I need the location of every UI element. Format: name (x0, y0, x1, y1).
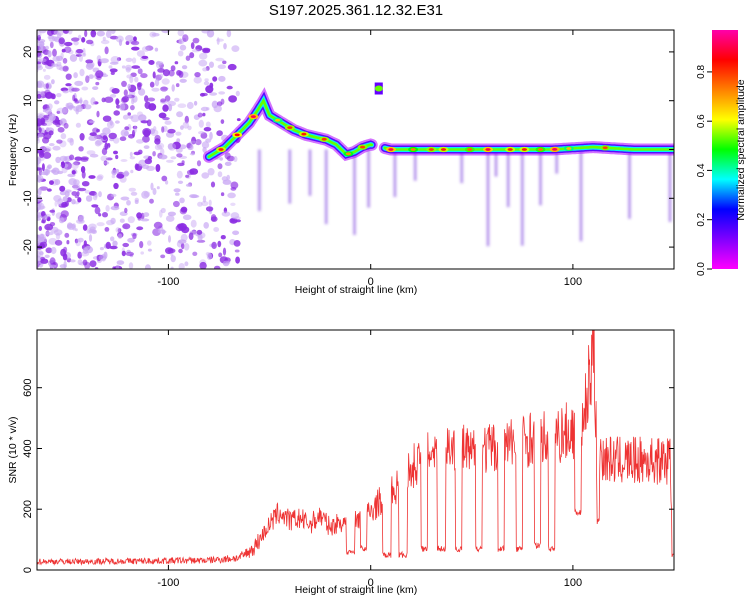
spectrogram-x-ticks: -100 0 100 (157, 30, 582, 288)
snr-x-ticks: -100 0 100 (157, 330, 582, 589)
colorbar-label: Normalized spectral amplitude (735, 79, 747, 220)
snr-panel: -100 0 100 0 200 400 600 Height of straight l… (7, 329, 675, 596)
snr-y-ticks: 0 200 400 600 (22, 379, 674, 573)
snr-x-tick-label: -100 (157, 577, 179, 589)
spectrogram-y-tick-label: -10 (22, 190, 34, 206)
spectrogram-y-axis-label: Frequency (Hz) (7, 114, 19, 186)
chart-title: S197.2025.361.12.32.E31 (269, 2, 443, 19)
spectrogram-y-tick-label: 0 (22, 146, 34, 152)
snr-frame (36, 329, 675, 571)
spectrogram-streaks (257, 149, 672, 247)
spectrogram-data (37, 30, 674, 269)
spectrogram-y-tick-label: -20 (22, 239, 34, 255)
colorbar: 0.0 0.2 0.4 0.6 0.8 Normalized spectral ampl… (696, 30, 747, 276)
spectrogram-hotspots (216, 114, 611, 157)
snr-y-tick-label: 0 (22, 567, 34, 573)
snr-y-axis-label: SNR (10 * v/v) (7, 416, 19, 483)
snr-x-tick-label: 0 (368, 577, 374, 589)
snr-background (37, 330, 674, 570)
colorbar-tick-label: 0.8 (696, 65, 707, 79)
spectrogram-x-axis-label: Height of straight line (km) (295, 284, 418, 296)
snr-y-tick-label: 200 (22, 500, 34, 518)
spectrogram-x-tick-label: 0 (368, 276, 374, 288)
spectrogram-y-ticks: -20 -10 0 10 20 (22, 46, 674, 255)
spectrogram-y-tick-label: 20 (22, 46, 34, 58)
snr-x-tick-label: 100 (564, 577, 582, 589)
colorbar-strip (712, 30, 738, 269)
spectrogram-x-tick-label: 100 (564, 276, 582, 288)
snr-y-tick-label: 400 (22, 439, 34, 457)
snr-y-tick-label: 600 (22, 379, 34, 397)
colorbar-tick-label: 0.6 (696, 114, 707, 128)
snr-series-line (37, 330, 674, 566)
spectrogram-y-tick-label: 10 (22, 95, 34, 107)
colorbar-tick-label: 0.4 (696, 163, 707, 177)
colorbar-tick-label: 0.2 (696, 212, 707, 226)
spectrogram-x-tick-label: -100 (157, 276, 179, 288)
spectrogram-side-band (374, 82, 383, 95)
spectrogram-noise (37, 30, 241, 269)
snr-x-axis-label: Height of straight line (km) (295, 584, 418, 596)
colorbar-tick-label: 0.0 (696, 262, 707, 276)
colorbar-ticks: 0.0 0.2 0.4 0.6 0.8 (696, 65, 712, 276)
